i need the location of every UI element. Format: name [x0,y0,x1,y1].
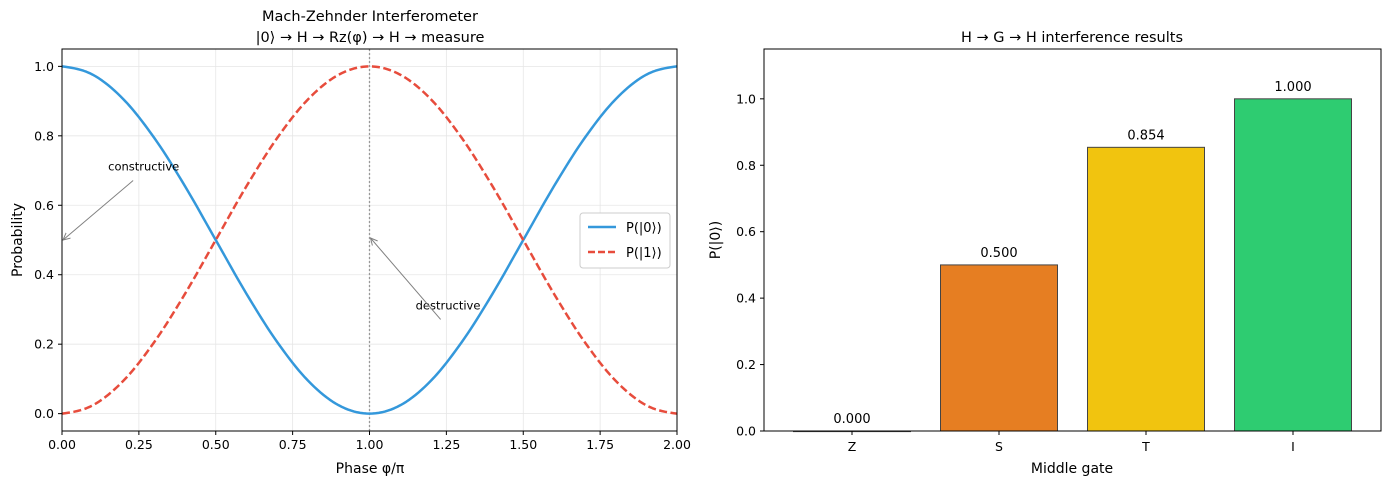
x-tick-label: S [995,439,1003,454]
y-tick-label: 0.4 [34,267,54,282]
bar-value-label: 0.854 [1127,128,1164,143]
annotation-constructive: constructive [108,160,179,174]
annotation-destructive: destructive [416,298,481,312]
annotation-arrow-destructive [371,238,442,320]
y-tick-label: 1.0 [736,91,756,106]
bar-s [940,264,1058,432]
x-tick-label: 1.50 [509,437,537,452]
x-tick-label: 1.00 [356,437,384,452]
y-tick-label: 0.6 [34,198,54,213]
line-chart-y-axis-label: Probability [10,203,26,277]
bar-i [1234,98,1352,432]
x-tick-label: 0.75 [279,437,307,452]
line-chart-legend: P(|0⟩) P(|1⟩) [579,212,671,269]
y-tick-label: 0.2 [736,357,756,372]
line-chart-annotations: constructive destructive [63,160,480,320]
line-chart-title: Mach-Zehnder Interferometer [262,9,478,25]
line-chart: Mach-Zehnder Interferometer |0⟩ → H → Rz… [10,9,691,477]
y-tick-label: 1.0 [34,59,54,74]
bar-chart-bars: 0.000 0.500 0.854 1.000 [793,80,1352,433]
legend-label-p1: P(|1⟩) [626,246,662,261]
bar-t [1087,146,1205,432]
annotation-arrow-constructive [63,180,134,240]
y-tick-label: 0.0 [34,406,54,421]
x-tick-label: Z [848,439,857,454]
y-tick-label: 0.0 [736,424,756,439]
bar-value-label: 1.000 [1274,80,1311,95]
y-tick-label: 0.6 [736,224,756,239]
bar-chart-y-axis-label: P(|0⟩) [708,221,724,259]
bar-chart-plot-frame [763,48,1382,432]
x-tick-label: 0.00 [48,437,76,452]
line-chart-y-ticks: 0.0 0.2 0.4 0.6 0.8 1.0 [34,59,62,421]
line-chart-subtitle: |0⟩ → H → Rz(φ) → H → measure [256,30,485,46]
bar-chart-title: H → G → H interference results [961,30,1183,46]
x-tick-label: I [1291,439,1295,454]
x-tick-label: T [1141,439,1150,454]
x-tick-label: 2.00 [663,437,691,452]
y-tick-label: 0.8 [736,158,756,173]
y-tick-label: 0.8 [34,128,54,143]
bar-chart-y-ticks: 0.0 0.2 0.4 0.6 0.8 1.0 [736,91,764,439]
line-chart-series [61,65,678,415]
legend-label-p0: P(|0⟩) [626,221,662,236]
x-tick-label: 1.25 [432,437,460,452]
line-chart-x-axis-label: Phase φ/π [336,461,405,477]
x-tick-label: 0.25 [125,437,153,452]
line-chart-x-ticks: 0.00 0.25 0.50 0.75 1.00 1.25 1.50 1.75 2.00 [48,431,691,452]
bar-value-label: 0.000 [833,412,870,427]
bar-value-label: 0.500 [980,246,1017,261]
y-tick-label: 0.2 [34,337,54,352]
x-tick-label: 1.75 [586,437,614,452]
x-tick-label: 0.50 [202,437,230,452]
series-p0-line [61,65,678,415]
series-p1-line [61,65,678,415]
bar-chart: H → G → H interference results 0.000 0.50… [708,30,1382,477]
bar-chart-x-axis-label: Middle gate [1031,461,1113,477]
y-tick-label: 0.4 [736,291,756,306]
